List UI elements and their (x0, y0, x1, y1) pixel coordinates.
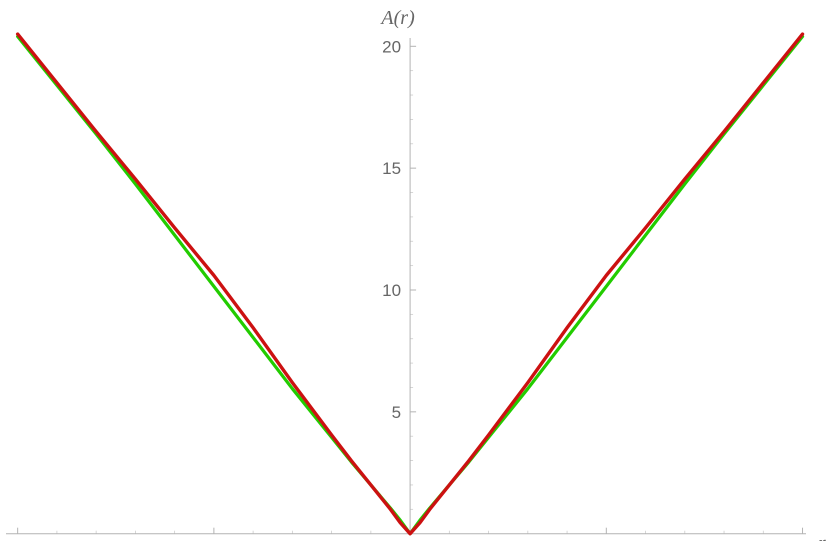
tick-labels: −20−1010205101520 (382, 37, 401, 422)
major-ticks (17, 45, 804, 534)
x-axis-label: r (818, 533, 826, 541)
y-tick-label: 15 (382, 159, 401, 178)
y-tick-label: 10 (382, 281, 401, 300)
series-layer (15, 32, 805, 536)
y-tick-label: 20 (382, 37, 401, 56)
y-axis-label: A(r) (379, 7, 415, 29)
y-tick-label: 5 (392, 403, 401, 422)
series-line-2 (15, 32, 805, 536)
